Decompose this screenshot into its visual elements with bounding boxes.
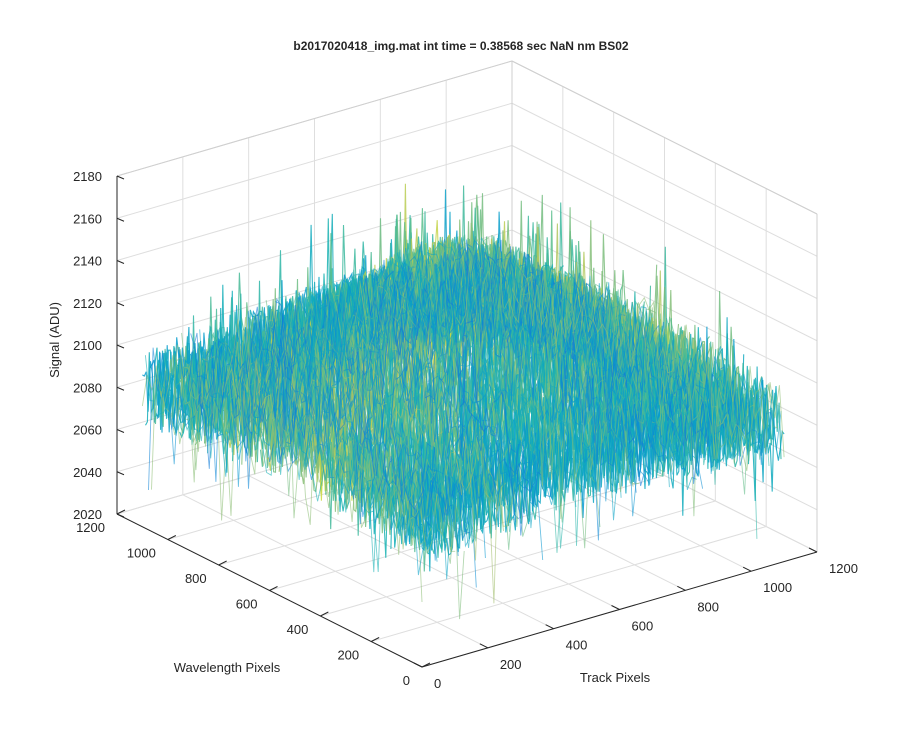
y-tick-label: 0 <box>403 673 410 688</box>
y-tick-mark <box>116 509 126 515</box>
y-tick-label: 1000 <box>127 546 156 561</box>
y-tick-mark <box>320 611 329 617</box>
x-tick-mark <box>413 662 423 668</box>
z-tick-label: 2060 <box>73 423 102 438</box>
box-edge <box>511 60 818 215</box>
surface-strand <box>181 332 462 550</box>
x-tick-mark <box>545 624 554 630</box>
x-tick-label: 0 <box>434 676 441 691</box>
z-tick-mark <box>116 217 125 222</box>
surface-strand <box>501 273 782 474</box>
y-tick-label: 1200 <box>76 520 105 535</box>
y-tick-label: 400 <box>287 622 309 637</box>
x-tick-label: 1200 <box>829 561 858 576</box>
z-tick-label: 2040 <box>73 465 102 480</box>
x-axis-label: Track Pixels <box>580 670 651 685</box>
z-tick-mark <box>116 175 125 180</box>
surface-strand <box>196 337 477 588</box>
z-tick-mark <box>116 344 125 349</box>
y-tick-mark <box>218 560 227 566</box>
back-wall-grid-line <box>116 102 513 219</box>
x-tick-label: 200 <box>500 657 522 672</box>
side-wall-grid-line <box>511 102 818 257</box>
z-tick-mark <box>116 429 125 433</box>
x-tick-mark <box>479 643 489 649</box>
surface-strand <box>244 295 525 506</box>
z-tick-label: 2160 <box>73 211 102 226</box>
axes-lines <box>116 175 818 668</box>
z-tick-label: 2120 <box>73 296 102 311</box>
x-tick-mark <box>808 547 818 553</box>
surface-strand <box>485 264 767 465</box>
chart-title: b2017020418_img.mat int time = 0.38568 s… <box>293 39 629 53</box>
x-tick-mark <box>677 585 686 591</box>
z-tick-mark <box>116 386 125 391</box>
floor-grid-line <box>320 500 716 617</box>
z-tick-mark <box>116 302 125 307</box>
y-tick-mark <box>269 586 278 591</box>
x-tick-label: 400 <box>566 638 588 653</box>
x-tick-label: 1000 <box>763 580 792 595</box>
surface-strand <box>504 272 785 472</box>
surface-strand <box>434 263 716 460</box>
surface-strand <box>341 236 622 498</box>
x-tick-label: 600 <box>632 619 654 634</box>
y-axis-label: Wavelength Pixels <box>174 660 281 675</box>
x-tick-mark <box>611 605 620 610</box>
y-tick-mark <box>421 662 431 668</box>
y-tick-mark <box>167 535 177 540</box>
x-tick-mark <box>742 566 752 572</box>
surface-mesh <box>141 183 785 620</box>
x-tick-label: 800 <box>697 599 719 614</box>
back-wall-grid-line <box>116 145 513 261</box>
surface-strand <box>498 242 779 441</box>
z-tick-label: 2080 <box>73 380 102 395</box>
y-tick-label: 600 <box>236 597 258 612</box>
z-tick-label: 2020 <box>73 507 102 522</box>
box-edge <box>116 60 513 177</box>
y-tick-label: 800 <box>185 571 207 586</box>
z-axis-label: Signal (ADU) <box>47 302 62 378</box>
y-tick-label: 200 <box>337 648 359 663</box>
z-tick-label: 2100 <box>73 338 102 353</box>
side-wall-grid-line <box>511 145 818 299</box>
y-tick-mark <box>370 637 380 642</box>
floor-grid-line <box>371 526 767 642</box>
z-tick-mark <box>116 471 125 476</box>
z-tick-mark <box>116 513 125 518</box>
z-tick-label: 2180 <box>73 169 102 184</box>
surface-strand <box>175 356 456 555</box>
tick-labels: 0 200 400 600 800 1000 1200 0 200 400 600 800 1000 12… <box>73 169 858 691</box>
z-tick-label: 2140 <box>73 254 102 269</box>
z-tick-mark <box>116 260 125 264</box>
